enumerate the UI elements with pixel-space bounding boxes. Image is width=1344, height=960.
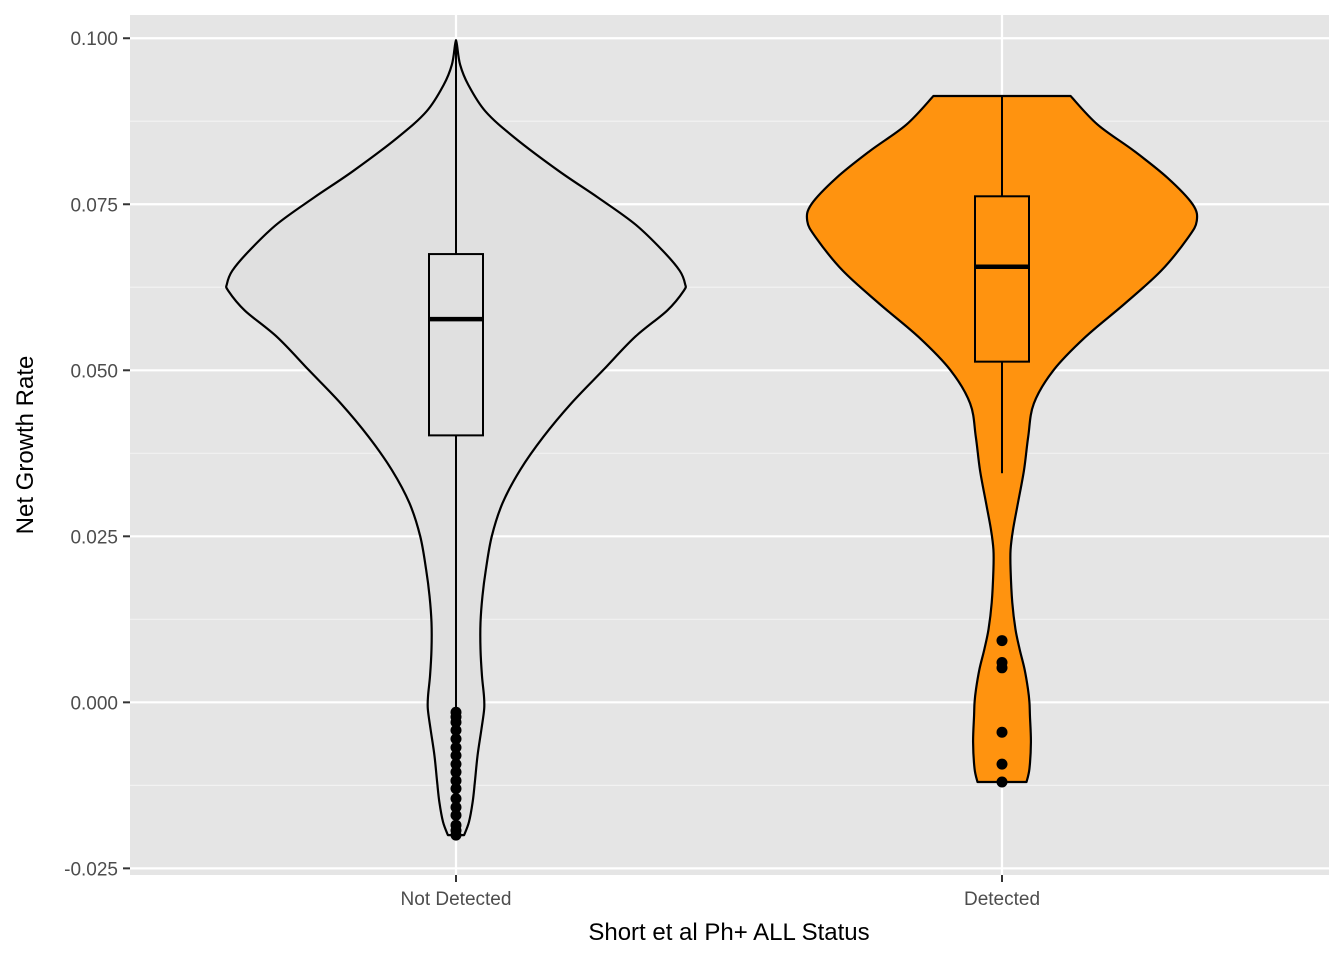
axis-ticks	[123, 37, 1003, 882]
outlier-point	[450, 829, 462, 841]
outlier-point	[450, 741, 462, 753]
outlier-point	[996, 758, 1008, 770]
x-tick-label: Detected	[964, 889, 1040, 910]
outlier-point	[450, 783, 462, 795]
outlier-point	[450, 766, 462, 778]
outlier-point	[450, 749, 462, 761]
x-axis-title: Short et al Ph+ ALL Status	[588, 919, 869, 946]
outlier-point	[450, 758, 462, 770]
outlier-point	[996, 662, 1008, 674]
outlier-point	[450, 801, 462, 813]
outlier-point	[996, 635, 1008, 647]
panel-background	[130, 15, 1329, 875]
outlier-point	[996, 726, 1008, 738]
x-tick-label: Not Detected	[401, 889, 512, 910]
outlier-point	[450, 733, 462, 745]
y-tick-label: 0.075	[70, 195, 118, 216]
outlier-point	[450, 716, 462, 728]
outlier-point	[450, 793, 462, 805]
outlier-point	[450, 775, 462, 787]
outlier-point	[450, 809, 462, 821]
y-tick-label: 0.025	[70, 527, 118, 548]
box-0	[428, 253, 484, 437]
outlier-point	[996, 776, 1008, 788]
y-tick-label: -0.025	[64, 859, 118, 880]
y-tick-labels: -0.025 0.000 0.025 0.050 0.075 0.100	[64, 29, 118, 880]
y-tick-label: 0.000	[70, 693, 118, 714]
y-tick-label: 0.050	[70, 361, 118, 382]
outlier-points	[450, 635, 1008, 841]
x-tick-labels: Not Detected Detected	[401, 889, 1040, 910]
y-axis-title: Net Growth Rate	[12, 356, 39, 535]
box-1	[974, 195, 1030, 363]
outlier-point	[450, 724, 462, 736]
boxplots	[428, 40, 1030, 836]
y-tick-label: 0.100	[70, 29, 118, 50]
